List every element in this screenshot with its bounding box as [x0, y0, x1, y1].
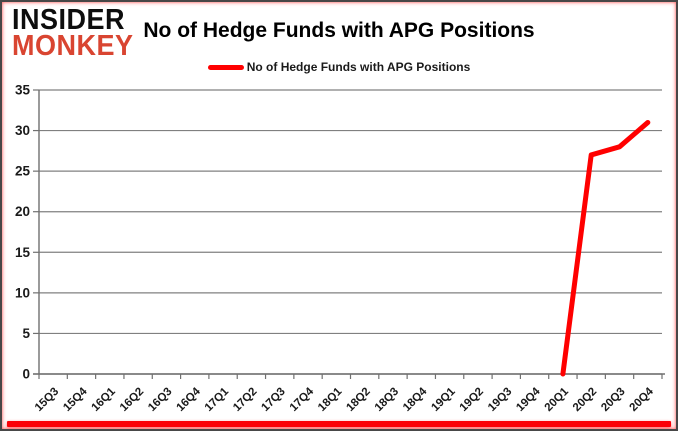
x-tick-label: 18Q3 [373, 386, 401, 414]
x-tick-label: 19Q4 [514, 385, 543, 414]
x-tick-label: 19Q3 [486, 386, 514, 414]
x-tick-label: 19Q2 [458, 386, 486, 414]
logo-monkey-text: MONKEY [12, 29, 134, 62]
legend-label: No of Hedge Funds with APG Positions [246, 60, 471, 74]
logo-insider-text: INSIDER [12, 3, 126, 36]
y-tick-label: 30 [15, 123, 30, 138]
bottom-red-bar [7, 421, 671, 427]
x-tick-label: 16Q1 [90, 385, 119, 414]
chart-legend: No of Hedge Funds with APG Positions [2, 60, 676, 74]
y-tick-label: 25 [15, 164, 31, 179]
y-tick-label: 15 [15, 245, 31, 260]
x-tick-label: 17Q3 [259, 386, 287, 414]
x-tick-label: 18Q1 [316, 385, 345, 414]
x-tick-label: 17Q4 [288, 385, 317, 414]
series-line [560, 119, 651, 377]
x-tick-label: 17Q1 [203, 385, 232, 414]
chart-title: No of Hedge Funds with APG Positions [143, 19, 535, 42]
y-tick-label: 5 [22, 326, 30, 341]
x-tick-label: 15Q3 [33, 386, 61, 414]
y-tick-label: 35 [15, 83, 31, 98]
x-tick-label: 19Q1 [429, 385, 458, 414]
x-tick-label: 16Q2 [118, 386, 146, 414]
x-tick-label: 17Q2 [231, 386, 259, 414]
x-tick-label: 20Q1 [543, 385, 572, 414]
x-tick-label: 20Q3 [599, 386, 627, 414]
legend-line-swatch [207, 64, 244, 70]
x-tick-label: 16Q3 [146, 386, 174, 414]
x-tick-label: 20Q4 [628, 385, 657, 414]
x-tick-label: 20Q2 [571, 386, 599, 414]
y-tick-label: 20 [15, 204, 30, 219]
y-tick-label: 0 [22, 367, 30, 382]
x-tick-label: 18Q4 [401, 385, 430, 414]
x-tick-label: 18Q2 [344, 386, 372, 414]
x-tick-label: 16Q4 [174, 385, 203, 414]
x-tick-label: 15Q4 [61, 385, 90, 414]
y-tick-label: 10 [15, 285, 30, 300]
insider-monkey-logo: INSIDER MONKEY [12, 3, 134, 62]
